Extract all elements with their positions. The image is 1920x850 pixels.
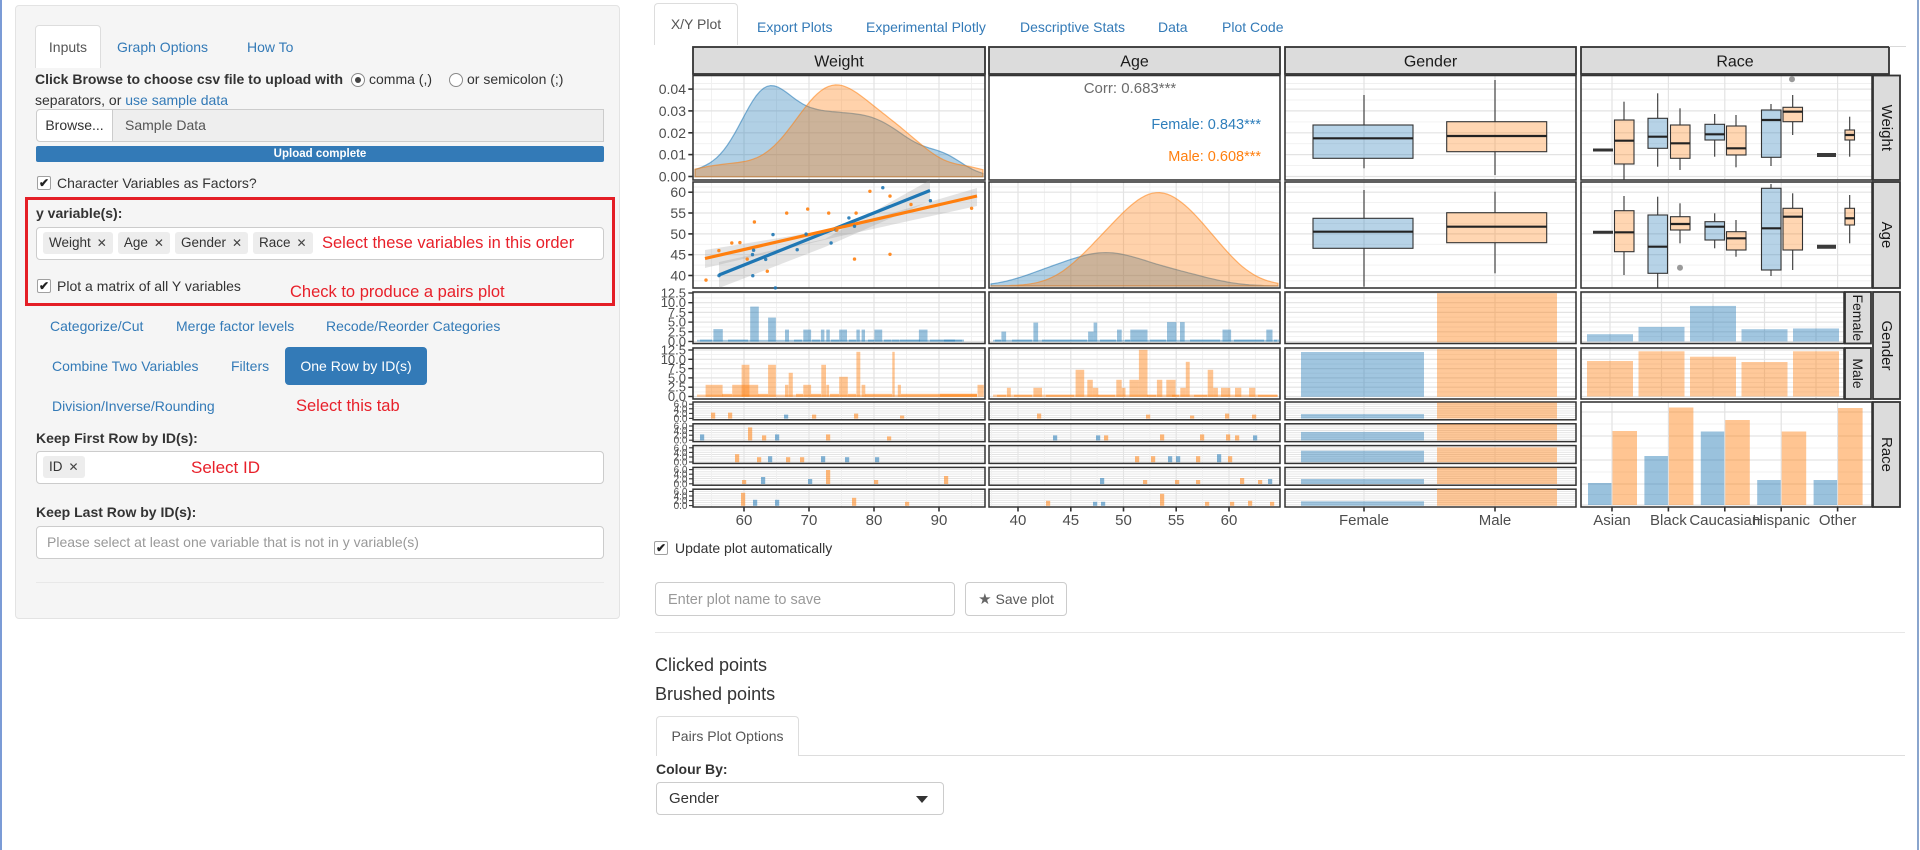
svg-text:Male: 0.608***: Male: 0.608*** [1168,149,1261,165]
svg-text:Male: Male [1850,358,1866,389]
svg-text:2.0: 2.0 [674,453,688,464]
svg-text:7.5: 7.5 [668,361,686,376]
svg-text:4.0: 4.0 [674,448,688,459]
svg-text:Female: 0.843***: Female: 0.843*** [1151,117,1261,133]
svg-text:6.0: 6.0 [674,422,688,433]
svg-text:Hispanic: Hispanic [1752,512,1810,529]
svg-text:10.0: 10.0 [661,295,686,310]
svg-text:Black: Black [1650,512,1687,529]
svg-text:2.0: 2.0 [674,474,688,485]
svg-text:0.0: 0.0 [674,436,688,447]
svg-text:4.0: 4.0 [674,470,688,481]
svg-text:2.5: 2.5 [668,324,686,339]
svg-text:Age: Age [1878,222,1895,249]
svg-text:55: 55 [670,205,686,221]
svg-text:0.0: 0.0 [668,389,686,404]
svg-text:4.0: 4.0 [674,426,688,437]
svg-text:2.0: 2.0 [674,496,688,507]
svg-text:2.0: 2.0 [674,431,688,442]
svg-text:Race: Race [1716,53,1753,70]
svg-text:5.0: 5.0 [668,370,686,385]
svg-text:80: 80 [866,512,883,529]
svg-text:12.5: 12.5 [661,286,686,301]
svg-text:12.5: 12.5 [661,343,686,358]
svg-text:6.0: 6.0 [674,465,688,476]
svg-text:45: 45 [670,247,686,263]
svg-text:6.0: 6.0 [674,443,688,454]
svg-text:Female: Female [1339,512,1389,529]
svg-text:Other: Other [1819,512,1857,529]
svg-text:60: 60 [736,512,753,529]
svg-text:45: 45 [1062,512,1079,529]
svg-text:50: 50 [1115,512,1132,529]
svg-text:60: 60 [670,184,686,200]
svg-text:7.5: 7.5 [668,305,686,320]
svg-text:0.01: 0.01 [659,147,686,163]
svg-text:6.0: 6.0 [674,487,688,498]
svg-text:4.0: 4.0 [674,492,688,503]
svg-text:Female: Female [1850,294,1866,341]
svg-text:50: 50 [670,226,686,242]
svg-text:0.00: 0.00 [659,169,686,185]
svg-text:40: 40 [670,268,686,284]
svg-text:0.0: 0.0 [674,458,688,469]
svg-text:60: 60 [1221,512,1238,529]
svg-text:6.0: 6.0 [674,400,688,411]
svg-text:0.03: 0.03 [659,103,686,119]
svg-text:Age: Age [1120,53,1149,70]
svg-text:40: 40 [1010,512,1027,529]
svg-text:0.0: 0.0 [674,414,688,425]
svg-text:Race: Race [1878,437,1895,472]
svg-text:0.0: 0.0 [674,479,688,490]
svg-text:Caucasian: Caucasian [1689,512,1760,529]
svg-text:Corr: 0.683***: Corr: 0.683*** [1084,80,1177,97]
svg-text:10.0: 10.0 [661,352,686,367]
svg-text:Gender: Gender [1878,320,1895,370]
svg-text:0.04: 0.04 [659,81,686,97]
svg-text:4.0: 4.0 [674,404,688,415]
svg-text:Asian: Asian [1593,512,1631,529]
svg-text:0.02: 0.02 [659,125,686,141]
svg-text:2.5: 2.5 [668,380,686,395]
svg-text:5.0: 5.0 [668,315,686,330]
svg-text:0.0: 0.0 [674,501,688,512]
svg-text:70: 70 [801,512,818,529]
svg-text:0.0: 0.0 [668,334,686,349]
svg-text:Weight: Weight [814,53,864,70]
svg-text:2.0: 2.0 [674,409,688,420]
svg-text:Male: Male [1479,512,1512,529]
svg-text:90: 90 [931,512,948,529]
svg-text:Weight: Weight [1878,105,1895,152]
svg-text:Gender: Gender [1404,53,1458,70]
svg-text:55: 55 [1168,512,1185,529]
